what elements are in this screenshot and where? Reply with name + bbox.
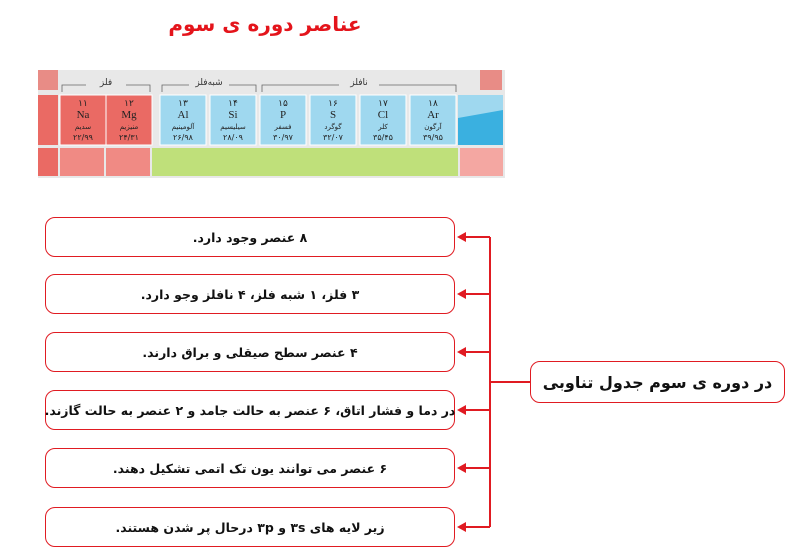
element-number: ۱۳ xyxy=(178,99,188,109)
arrowhead xyxy=(457,522,466,532)
center-box: در دوره ی سوم جدول تناوبی xyxy=(530,361,785,403)
element-mass: ۳۹/۹۵ xyxy=(423,133,443,142)
element-mass: ۲۸/۰۹ xyxy=(223,133,243,142)
element-name: آرگون xyxy=(424,122,442,131)
fact-box: ۸ عنصر وجود دارد. xyxy=(45,217,455,257)
group-label-bg xyxy=(339,76,379,88)
element-symbol: Cl xyxy=(378,109,388,121)
element-number: ۱۶ xyxy=(328,99,338,109)
element-name: سدیم xyxy=(75,123,91,131)
group-label-bg xyxy=(189,76,229,88)
element-number: ۱۷ xyxy=(378,99,388,109)
fact-box: زیر لایه های ۳s و ۳p درحال پر شدن هستند. xyxy=(45,507,455,547)
element-cell xyxy=(359,94,407,146)
connectors xyxy=(489,237,530,527)
element-number: ۱۵ xyxy=(278,99,288,109)
arrowhead xyxy=(457,232,466,242)
element-symbol: Ar xyxy=(427,109,439,121)
element-cell xyxy=(309,94,357,146)
arrowhead xyxy=(457,347,466,357)
element-symbol: S xyxy=(330,109,336,121)
element-cell xyxy=(259,94,307,146)
element-symbol: P xyxy=(280,109,286,121)
group-label: شبه‌فلز xyxy=(194,78,222,88)
element-cell xyxy=(159,94,207,146)
element-name: کلر xyxy=(377,123,388,131)
element-number: ۱۲ xyxy=(124,99,134,109)
element-number: ۱۸ xyxy=(428,99,438,109)
element-number: ۱۴ xyxy=(228,99,238,109)
arrowhead xyxy=(457,463,466,473)
element-number: ۱۱ xyxy=(78,99,88,109)
group-label-bg xyxy=(86,76,126,88)
fact-box: در دما و فشار اتاق، ۶ عنصر به حالت جامد … xyxy=(45,390,455,430)
fact-box: ۴ عنصر سطح صیقلی و براق دارند. xyxy=(45,332,455,372)
element-symbol: Na xyxy=(77,109,90,121)
element-mass: ۲۴/۳۱ xyxy=(119,133,139,142)
arrowhead xyxy=(457,289,466,299)
element-mass: ۲۶/۹۸ xyxy=(173,133,194,142)
element-cell xyxy=(409,94,457,146)
group-label: نافلز xyxy=(349,78,368,88)
fact-box: ۳ فلز، ۱ شبه فلز، ۴ نافلز وجو دارد. xyxy=(45,274,455,314)
element-cell xyxy=(105,94,153,146)
element-name: گوگرد xyxy=(324,122,342,131)
element-mass: ۲۲/۹۹ xyxy=(73,133,93,142)
element-cell xyxy=(209,94,257,146)
element-name: منیزیم xyxy=(120,123,139,131)
element-mass: ۳۵/۴۵ xyxy=(373,133,393,142)
element-mass: ۳۰/۹۷ xyxy=(273,133,294,142)
element-name: آلومینیم xyxy=(172,122,195,131)
element-symbol: Si xyxy=(228,109,237,121)
arrowhead xyxy=(457,405,466,415)
element-mass: ۳۲/۰۷ xyxy=(323,133,344,142)
element-name: سیلیسیم xyxy=(220,123,246,131)
group-label: فلز xyxy=(99,78,112,88)
element-name: فسفر xyxy=(274,123,292,131)
fact-box: ۶ عنصر می توانند یون تک اتمی تشکیل دهند. xyxy=(45,448,455,488)
element-symbol: Mg xyxy=(121,109,137,121)
element-symbol: Al xyxy=(178,109,189,121)
title: عناصر دوره ی سوم xyxy=(168,12,362,36)
